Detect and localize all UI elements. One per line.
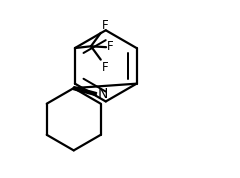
Text: N: N (97, 87, 108, 101)
Text: F: F (102, 19, 108, 32)
Text: F: F (102, 61, 108, 74)
Text: F: F (107, 40, 114, 53)
